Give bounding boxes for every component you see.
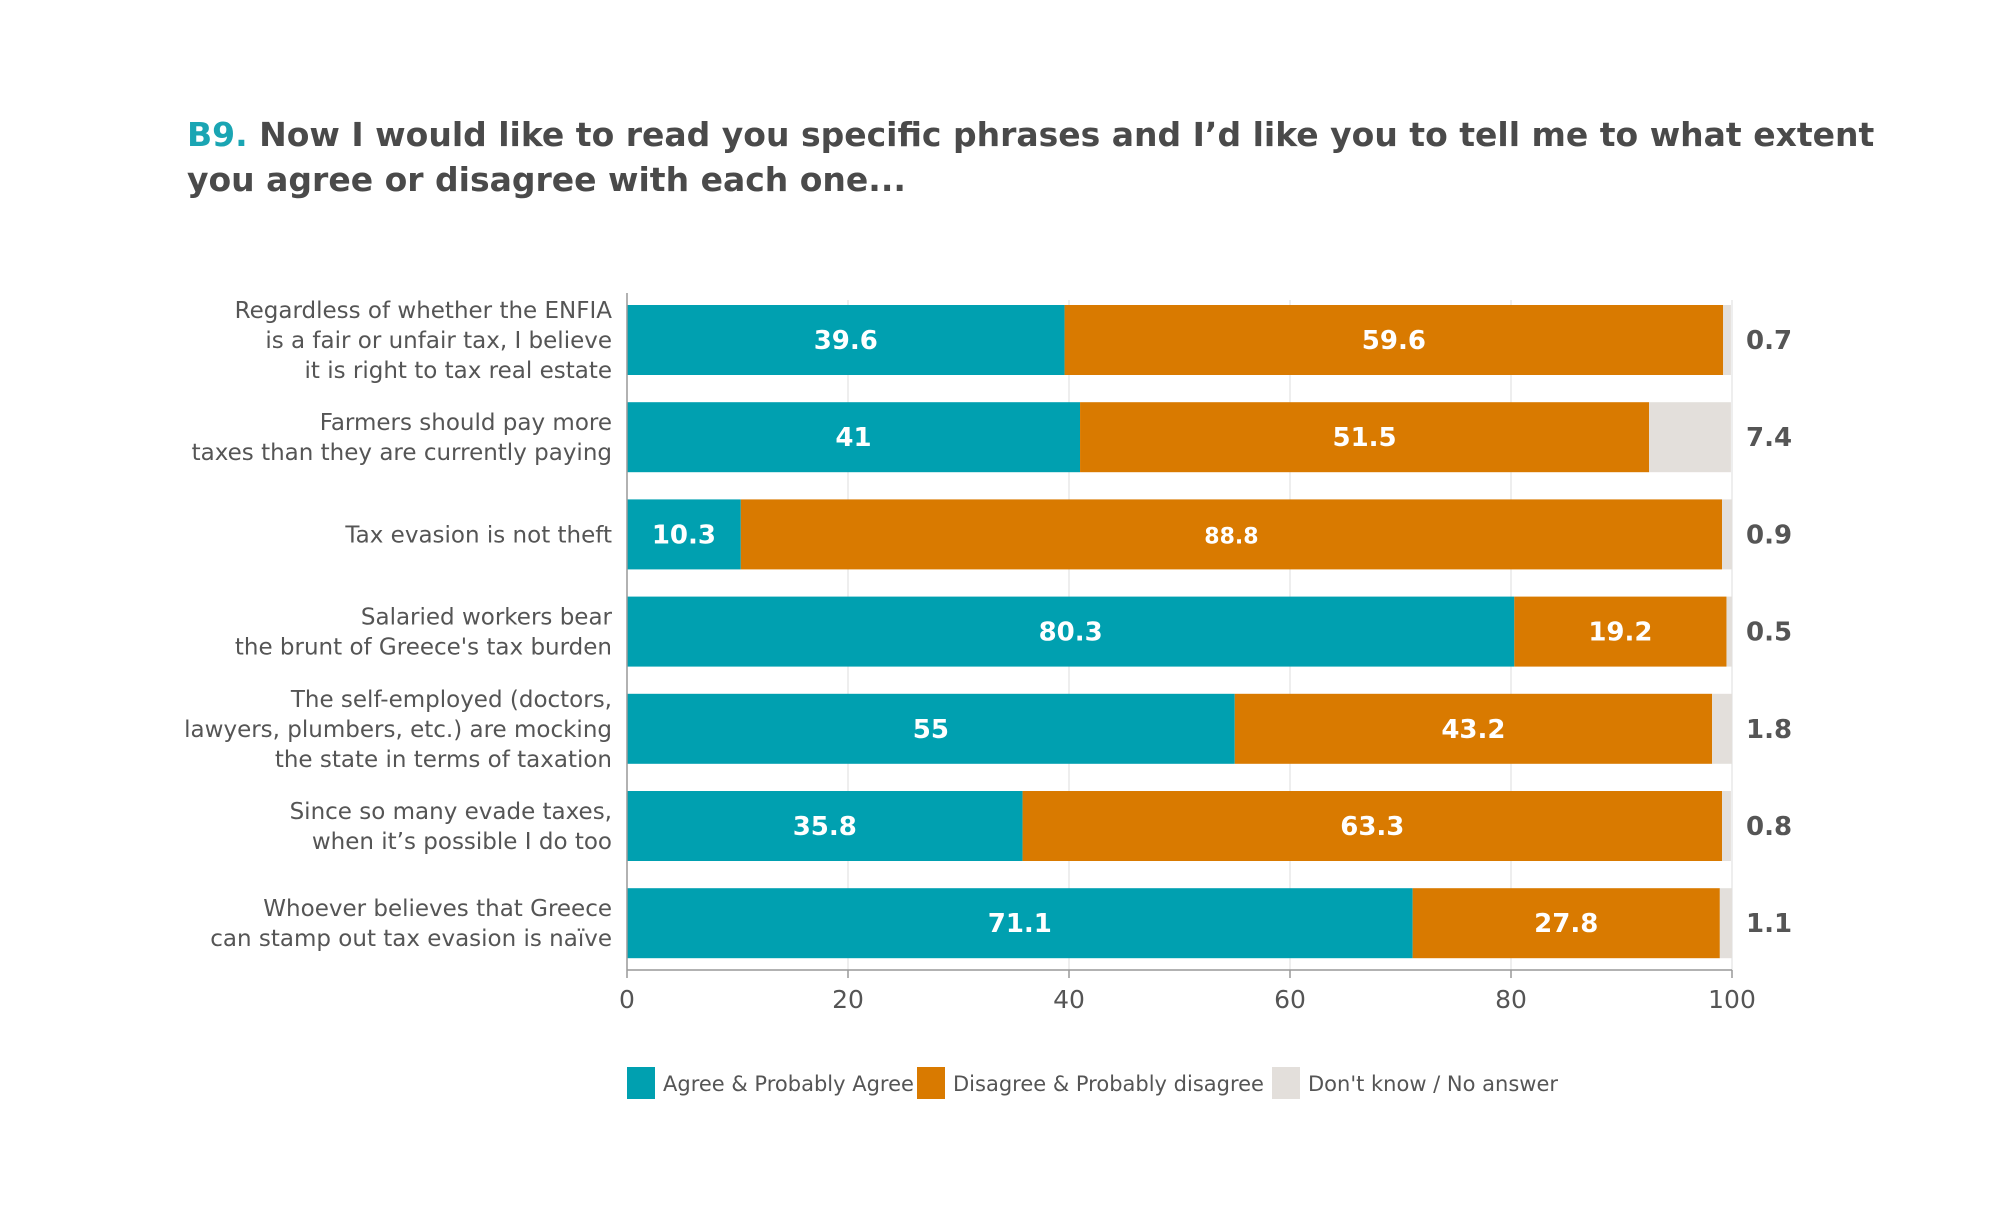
bar-segment [627, 499, 741, 570]
bar-segment [1234, 693, 1713, 764]
x-tick-label: 0 [619, 985, 635, 1014]
data-label: 80.3 [1039, 618, 1103, 648]
category-label: Whoever believes that Greece [263, 896, 612, 922]
legend-label: Agree & Probably Agree [663, 1072, 914, 1096]
bar-segment [1719, 888, 1732, 959]
data-label: 55 [913, 715, 949, 745]
data-label: 1.8 [1746, 715, 1792, 745]
data-label: 7.4 [1746, 423, 1792, 453]
question-code: B9. [187, 115, 248, 154]
data-label: 63.3 [1340, 812, 1404, 842]
data-label: 43.2 [1441, 715, 1505, 745]
bar-segment [1712, 693, 1732, 764]
data-label: 39.6 [814, 326, 878, 356]
category-label: when it’s possible I do too [312, 829, 612, 855]
bar-segment [627, 402, 1081, 473]
category-label: taxes than they are currently paying [192, 440, 612, 466]
legend-label: Don't know / No answer [1308, 1072, 1558, 1096]
category-label: lawyers, plumbers, etc.) are mocking [184, 717, 612, 743]
category-label: it is right to tax real estate [304, 358, 612, 384]
bar-segment [1064, 305, 1724, 375]
category-label: the state in terms of taxation [275, 747, 612, 773]
bar-segment [627, 888, 1413, 959]
data-label: 0.8 [1746, 812, 1792, 842]
bar-segment [627, 693, 1235, 764]
data-label: 19.2 [1588, 618, 1652, 648]
x-tick-label: 80 [1495, 985, 1527, 1014]
bar-segment [627, 791, 1023, 861]
bar-segment [1726, 596, 1732, 667]
data-label: 35.8 [793, 812, 857, 842]
chart-title: B9. Now I would like to read you specifi… [187, 112, 1907, 202]
bar-segment [627, 596, 1515, 667]
category-label: Farmers should pay more [320, 410, 612, 436]
legend-swatch [917, 1067, 945, 1099]
legend-swatch [627, 1067, 655, 1099]
data-label: 0.9 [1746, 520, 1792, 550]
category-label: Since so many evade taxes, [290, 799, 612, 825]
bar-segment [1649, 402, 1731, 473]
bar-segment [1412, 888, 1720, 959]
bar-segment [1022, 791, 1723, 861]
data-label: 59.6 [1362, 326, 1426, 356]
data-label: 0.7 [1746, 326, 1792, 356]
bar-segment [1514, 596, 1727, 667]
question-text: Now I would like to read you specific ph… [187, 115, 1875, 199]
bar-segment [740, 499, 1723, 570]
data-label: 88.8 [1204, 524, 1258, 549]
x-tick-label: 60 [1274, 985, 1306, 1014]
category-label: the brunt of Greece's tax burden [235, 635, 612, 661]
data-label: 41 [835, 423, 871, 453]
data-label: 1.1 [1746, 909, 1792, 939]
category-label: can stamp out tax evasion is naïve [210, 926, 612, 952]
category-label: Tax evasion is not theft [344, 522, 612, 548]
data-label: 51.5 [1333, 423, 1397, 453]
data-label: 27.8 [1534, 909, 1598, 939]
x-tick-label: 20 [832, 985, 864, 1014]
legend-label: Disagree & Probably disagree [953, 1072, 1264, 1096]
data-label: 10.3 [652, 520, 716, 550]
x-tick-label: 40 [1053, 985, 1085, 1014]
bar-segment [1080, 402, 1650, 473]
bar-segment [1723, 305, 1731, 375]
data-label: 0.5 [1746, 618, 1792, 648]
category-label: The self-employed (doctors, [290, 687, 612, 713]
bar-segment [627, 305, 1065, 375]
legend-swatch [1272, 1067, 1300, 1099]
category-label: Salaried workers bear [361, 605, 613, 631]
bar-segment [1722, 499, 1732, 570]
bar-segment [1722, 791, 1731, 861]
x-tick-label: 100 [1708, 985, 1756, 1014]
data-label: 71.1 [988, 909, 1052, 939]
category-label: Regardless of whether the ENFIA [235, 298, 613, 324]
category-label: is a fair or unfair tax, I believe [265, 328, 612, 354]
